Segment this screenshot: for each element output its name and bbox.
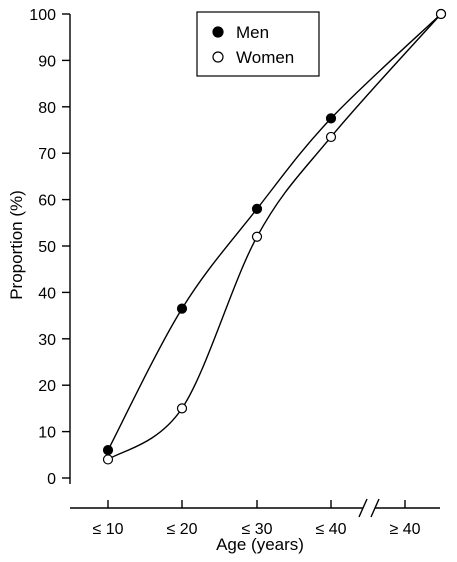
series-line-women [107, 13, 442, 461]
y-tick-label: 0 [47, 471, 56, 488]
y-tick-label: 40 [38, 285, 56, 302]
x-tick-label: ≤ 10 [92, 521, 123, 538]
y-axis-label: Proportion (%) [7, 190, 26, 300]
legend-marker-men [212, 26, 224, 38]
axis-break-mark [358, 498, 368, 518]
y-tick-label: 90 [38, 53, 56, 70]
series-markers [102, 8, 447, 465]
series-curves [107, 13, 442, 461]
y-tick-label: 100 [29, 7, 56, 24]
series-line-men [107, 13, 442, 451]
legend-marker-women [212, 51, 224, 63]
x-tick-label: ≤ 30 [241, 521, 272, 538]
data-point-women [176, 403, 188, 414]
y-tick-label: 80 [38, 100, 56, 117]
legend-box [196, 11, 320, 77]
data-point-men [251, 203, 263, 214]
x-tick-label: ≤ 40 [315, 521, 346, 538]
data-point-men [102, 445, 114, 456]
legend: Men Women [196, 11, 320, 77]
y-tick-label: 70 [38, 146, 56, 163]
y-tick-label: 50 [38, 239, 56, 256]
y-tick-label: 10 [38, 425, 56, 442]
axis-break-mark [370, 498, 380, 518]
data-point-men [325, 113, 337, 124]
data-point-women [435, 8, 447, 20]
axes: 0 10 20 30 40 50 60 70 80 90 100 ≤ 10 ≤ 20 ≤ 30 ≤ 40 ≥ … [29, 7, 440, 538]
x-axis-label: Age (years) [216, 535, 304, 554]
y-tick-label: 30 [38, 332, 56, 349]
y-tick-label: 20 [38, 378, 56, 395]
y-tick-label: 60 [38, 193, 56, 210]
x-tick-label: ≤ 20 [166, 521, 197, 538]
data-point-women [102, 454, 114, 465]
legend-label-women: Women [236, 48, 294, 67]
data-point-women [251, 231, 263, 242]
data-point-women [325, 131, 337, 143]
legend-label-men: Men [236, 23, 269, 42]
x-tick-label: ≥ 40 [389, 521, 420, 538]
data-point-men [176, 303, 188, 314]
